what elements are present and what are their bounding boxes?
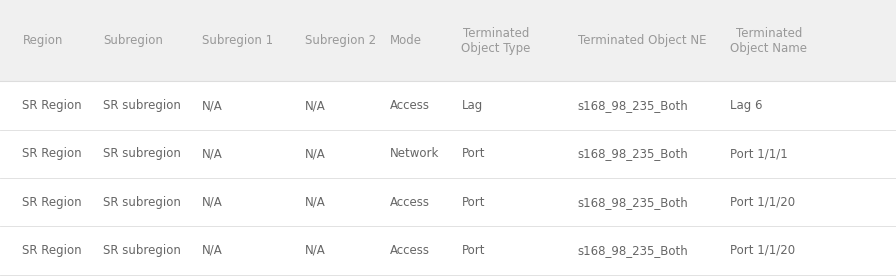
- Text: SR Region: SR Region: [22, 196, 82, 209]
- Text: Port 1/1/20: Port 1/1/20: [730, 244, 796, 257]
- Text: SR Region: SR Region: [22, 147, 82, 160]
- Text: Lag: Lag: [461, 99, 483, 112]
- Text: N/A: N/A: [202, 244, 222, 257]
- Text: s168_98_235_Both: s168_98_235_Both: [578, 147, 689, 160]
- Text: Subregion: Subregion: [103, 34, 163, 47]
- Text: N/A: N/A: [202, 99, 222, 112]
- Text: SR subregion: SR subregion: [103, 99, 181, 112]
- Text: Access: Access: [390, 244, 430, 257]
- Text: Port 1/1/1: Port 1/1/1: [730, 147, 788, 160]
- Bar: [0, 130, 896, 178]
- Text: Port: Port: [461, 196, 485, 209]
- Bar: [0, 226, 896, 275]
- Text: Subregion 1: Subregion 1: [202, 34, 272, 47]
- Text: Terminated Object NE: Terminated Object NE: [578, 34, 706, 47]
- Bar: [0, 81, 896, 130]
- Text: s168_98_235_Both: s168_98_235_Both: [578, 244, 689, 257]
- Text: Mode: Mode: [390, 34, 422, 47]
- Text: N/A: N/A: [305, 196, 325, 209]
- Text: N/A: N/A: [202, 196, 222, 209]
- Text: Lag 6: Lag 6: [730, 99, 762, 112]
- Text: N/A: N/A: [305, 244, 325, 257]
- Text: Access: Access: [390, 99, 430, 112]
- Text: Terminated
Object Type: Terminated Object Type: [461, 27, 530, 55]
- Text: SR subregion: SR subregion: [103, 244, 181, 257]
- Text: SR Region: SR Region: [22, 99, 82, 112]
- Text: Subregion 2: Subregion 2: [305, 34, 375, 47]
- Text: Network: Network: [390, 147, 439, 160]
- Text: N/A: N/A: [202, 147, 222, 160]
- Text: s168_98_235_Both: s168_98_235_Both: [578, 99, 689, 112]
- Text: Port 1/1/20: Port 1/1/20: [730, 196, 796, 209]
- Bar: [0, 0, 896, 81]
- Text: Region: Region: [22, 34, 63, 47]
- Text: N/A: N/A: [305, 99, 325, 112]
- Text: SR Region: SR Region: [22, 244, 82, 257]
- Text: SR subregion: SR subregion: [103, 196, 181, 209]
- Text: Terminated
Object Name: Terminated Object Name: [730, 27, 807, 55]
- Text: SR subregion: SR subregion: [103, 147, 181, 160]
- Text: s168_98_235_Both: s168_98_235_Both: [578, 196, 689, 209]
- Text: Access: Access: [390, 196, 430, 209]
- Text: N/A: N/A: [305, 147, 325, 160]
- Text: Port: Port: [461, 147, 485, 160]
- Text: Port: Port: [461, 244, 485, 257]
- Bar: [0, 178, 896, 226]
